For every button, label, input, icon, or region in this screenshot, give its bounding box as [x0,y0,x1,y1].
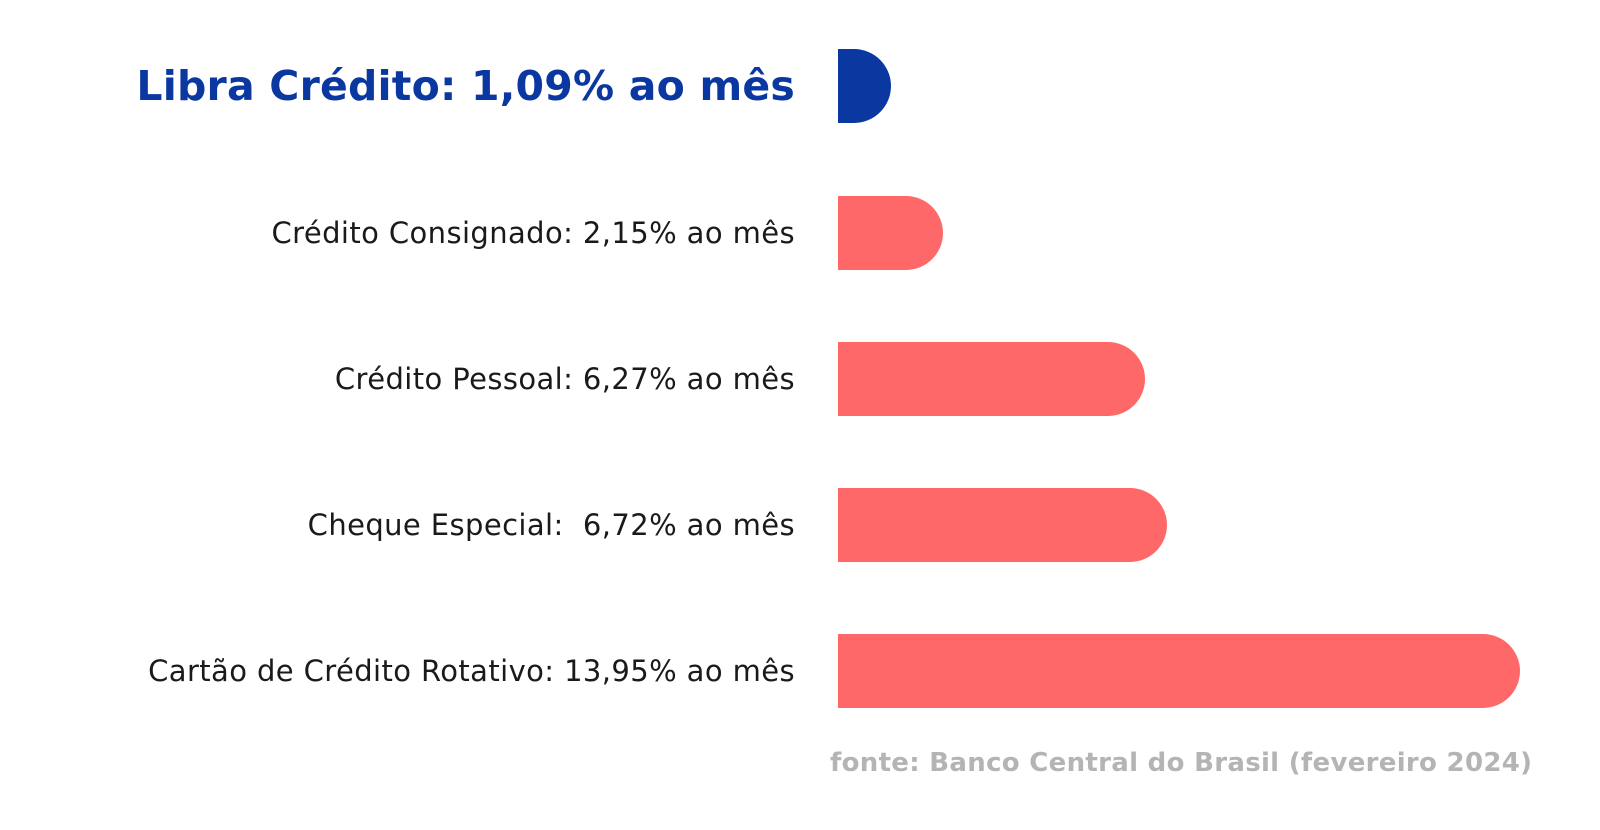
category-label: Crédito Consignado: 2,15% ao mês [271,216,795,250]
bar [838,342,1145,416]
highlight-label: Libra Crédito: 1,09% ao mês [136,62,795,110]
category-label: Cartão de Crédito Rotativo: 13,95% ao mê… [148,654,795,688]
source-note: fonte: Banco Central do Brasil (fevereir… [830,748,1533,778]
category-label: Crédito Pessoal: 6,27% ao mês [334,362,795,396]
category-label: Cheque Especial: 6,72% ao mês [307,508,795,542]
highlight-bar [838,49,892,123]
bar [838,196,944,270]
bar [838,634,1520,708]
bar [838,488,1167,562]
